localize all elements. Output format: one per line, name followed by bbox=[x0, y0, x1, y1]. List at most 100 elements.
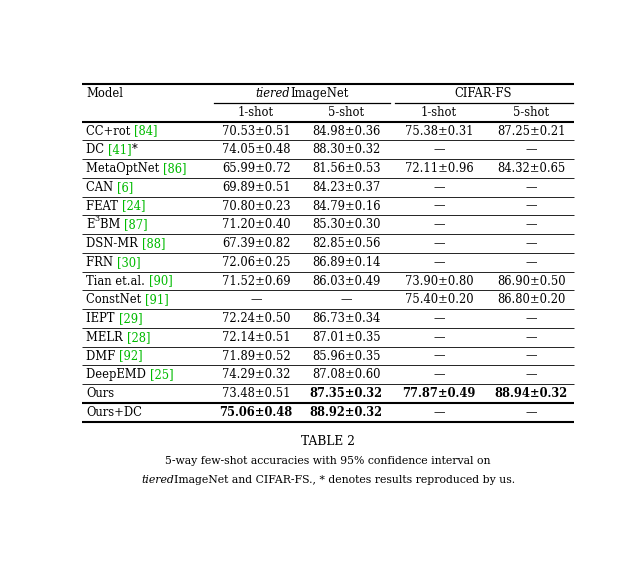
Text: [6]: [6] bbox=[117, 181, 134, 194]
Text: CIFAR-FS: CIFAR-FS bbox=[454, 87, 512, 100]
Text: 77.87±0.49: 77.87±0.49 bbox=[403, 387, 476, 400]
Text: BM: BM bbox=[100, 218, 124, 231]
Text: 65.99±0.72: 65.99±0.72 bbox=[222, 162, 291, 175]
Text: —: — bbox=[525, 406, 537, 419]
Text: ImageNet and CIFAR-FS., * denotes results reproduced by us.: ImageNet and CIFAR-FS., * denotes result… bbox=[174, 475, 515, 485]
Text: [84]: [84] bbox=[134, 124, 158, 138]
Text: 82.85±0.56: 82.85±0.56 bbox=[312, 237, 381, 250]
Text: Tian et.al.: Tian et.al. bbox=[86, 274, 149, 288]
Text: 86.80±0.20: 86.80±0.20 bbox=[497, 293, 566, 307]
Text: 87.08±0.60: 87.08±0.60 bbox=[312, 368, 381, 382]
Text: 75.40±0.20: 75.40±0.20 bbox=[404, 293, 474, 307]
Text: 71.89±0.52: 71.89±0.52 bbox=[222, 350, 291, 363]
Text: —: — bbox=[433, 218, 445, 231]
Text: —: — bbox=[433, 331, 445, 344]
Text: 73.90±0.80: 73.90±0.80 bbox=[404, 274, 474, 288]
Text: [88]: [88] bbox=[142, 237, 166, 250]
Text: 86.89±0.14: 86.89±0.14 bbox=[312, 256, 381, 269]
Text: 72.24±0.50: 72.24±0.50 bbox=[222, 312, 291, 325]
Text: 1-shot: 1-shot bbox=[238, 106, 274, 119]
Text: CC+rot: CC+rot bbox=[86, 124, 134, 138]
Text: [29]: [29] bbox=[118, 312, 142, 325]
Text: —: — bbox=[525, 199, 537, 213]
Text: 72.11±0.96: 72.11±0.96 bbox=[404, 162, 474, 175]
Text: —: — bbox=[525, 368, 537, 382]
Text: 71.20±0.40: 71.20±0.40 bbox=[222, 218, 291, 231]
Text: —: — bbox=[433, 181, 445, 194]
Text: —: — bbox=[433, 350, 445, 363]
Text: —: — bbox=[525, 312, 537, 325]
Text: Ours+DC: Ours+DC bbox=[86, 406, 142, 419]
Text: Ours: Ours bbox=[86, 387, 115, 400]
Text: 87.25±0.21: 87.25±0.21 bbox=[497, 124, 566, 138]
Text: [86]: [86] bbox=[163, 162, 187, 175]
Text: DeepEMD: DeepEMD bbox=[86, 368, 150, 382]
Text: CAN: CAN bbox=[86, 181, 117, 194]
Text: [28]: [28] bbox=[127, 331, 150, 344]
Text: 85.96±0.35: 85.96±0.35 bbox=[312, 350, 381, 363]
Text: —: — bbox=[433, 368, 445, 382]
Text: —: — bbox=[433, 143, 445, 156]
Text: tiered: tiered bbox=[255, 87, 290, 100]
Text: [87]: [87] bbox=[124, 218, 148, 231]
Text: [92]: [92] bbox=[119, 350, 143, 363]
Text: —: — bbox=[525, 143, 537, 156]
Text: —: — bbox=[525, 256, 537, 269]
Text: 86.90±0.50: 86.90±0.50 bbox=[497, 274, 566, 288]
Text: FEAT: FEAT bbox=[86, 199, 122, 213]
Text: —: — bbox=[433, 237, 445, 250]
Text: 67.39±0.82: 67.39±0.82 bbox=[222, 237, 291, 250]
Text: 88.92±0.32: 88.92±0.32 bbox=[310, 406, 383, 419]
Text: tiered: tiered bbox=[141, 475, 174, 485]
Text: —: — bbox=[433, 406, 445, 419]
Text: [91]: [91] bbox=[145, 293, 169, 307]
Text: 88.94±0.32: 88.94±0.32 bbox=[495, 387, 568, 400]
Text: 3: 3 bbox=[95, 215, 100, 223]
Text: —: — bbox=[433, 312, 445, 325]
Text: 70.80±0.23: 70.80±0.23 bbox=[222, 199, 291, 213]
Text: 72.14±0.51: 72.14±0.51 bbox=[222, 331, 291, 344]
Text: —: — bbox=[250, 293, 262, 307]
Text: 85.30±0.30: 85.30±0.30 bbox=[312, 218, 381, 231]
Text: ImageNet: ImageNet bbox=[290, 87, 348, 100]
Text: 84.79±0.16: 84.79±0.16 bbox=[312, 199, 381, 213]
Text: [41]: [41] bbox=[108, 143, 132, 156]
Text: DMF: DMF bbox=[86, 350, 119, 363]
Text: IEPT: IEPT bbox=[86, 312, 118, 325]
Text: E: E bbox=[86, 218, 95, 231]
Text: 69.89±0.51: 69.89±0.51 bbox=[222, 181, 291, 194]
Text: [30]: [30] bbox=[117, 256, 141, 269]
Text: 72.06±0.25: 72.06±0.25 bbox=[222, 256, 291, 269]
Text: 70.53±0.51: 70.53±0.51 bbox=[221, 124, 291, 138]
Text: Model: Model bbox=[86, 87, 124, 100]
Text: 87.01±0.35: 87.01±0.35 bbox=[312, 331, 381, 344]
Text: 1-shot: 1-shot bbox=[421, 106, 457, 119]
Text: TABLE 2: TABLE 2 bbox=[301, 435, 355, 448]
Text: —: — bbox=[525, 331, 537, 344]
Text: 73.48±0.51: 73.48±0.51 bbox=[222, 387, 291, 400]
Text: 86.73±0.34: 86.73±0.34 bbox=[312, 312, 380, 325]
Text: —: — bbox=[340, 293, 352, 307]
Text: 84.23±0.37: 84.23±0.37 bbox=[312, 181, 380, 194]
Text: 74.29±0.32: 74.29±0.32 bbox=[222, 368, 291, 382]
Text: —: — bbox=[525, 181, 537, 194]
Text: —: — bbox=[525, 350, 537, 363]
Text: FRN: FRN bbox=[86, 256, 117, 269]
Text: 75.38±0.31: 75.38±0.31 bbox=[405, 124, 474, 138]
Text: 84.98±0.36: 84.98±0.36 bbox=[312, 124, 380, 138]
Text: MetaOptNet: MetaOptNet bbox=[86, 162, 163, 175]
Text: 81.56±0.53: 81.56±0.53 bbox=[312, 162, 381, 175]
Text: DSN-MR: DSN-MR bbox=[86, 237, 142, 250]
Text: —: — bbox=[433, 199, 445, 213]
Text: —: — bbox=[525, 218, 537, 231]
Text: 5-way few-shot accuracies with 95% confidence interval on: 5-way few-shot accuracies with 95% confi… bbox=[165, 457, 491, 466]
Text: 71.52±0.69: 71.52±0.69 bbox=[222, 274, 291, 288]
Text: 88.30±0.32: 88.30±0.32 bbox=[312, 143, 380, 156]
Text: 87.35±0.32: 87.35±0.32 bbox=[310, 387, 383, 400]
Text: 86.03±0.49: 86.03±0.49 bbox=[312, 274, 381, 288]
Text: —: — bbox=[525, 237, 537, 250]
Text: —: — bbox=[433, 256, 445, 269]
Text: 5-shot: 5-shot bbox=[328, 106, 364, 119]
Text: [24]: [24] bbox=[122, 199, 145, 213]
Text: 75.06±0.48: 75.06±0.48 bbox=[220, 406, 292, 419]
